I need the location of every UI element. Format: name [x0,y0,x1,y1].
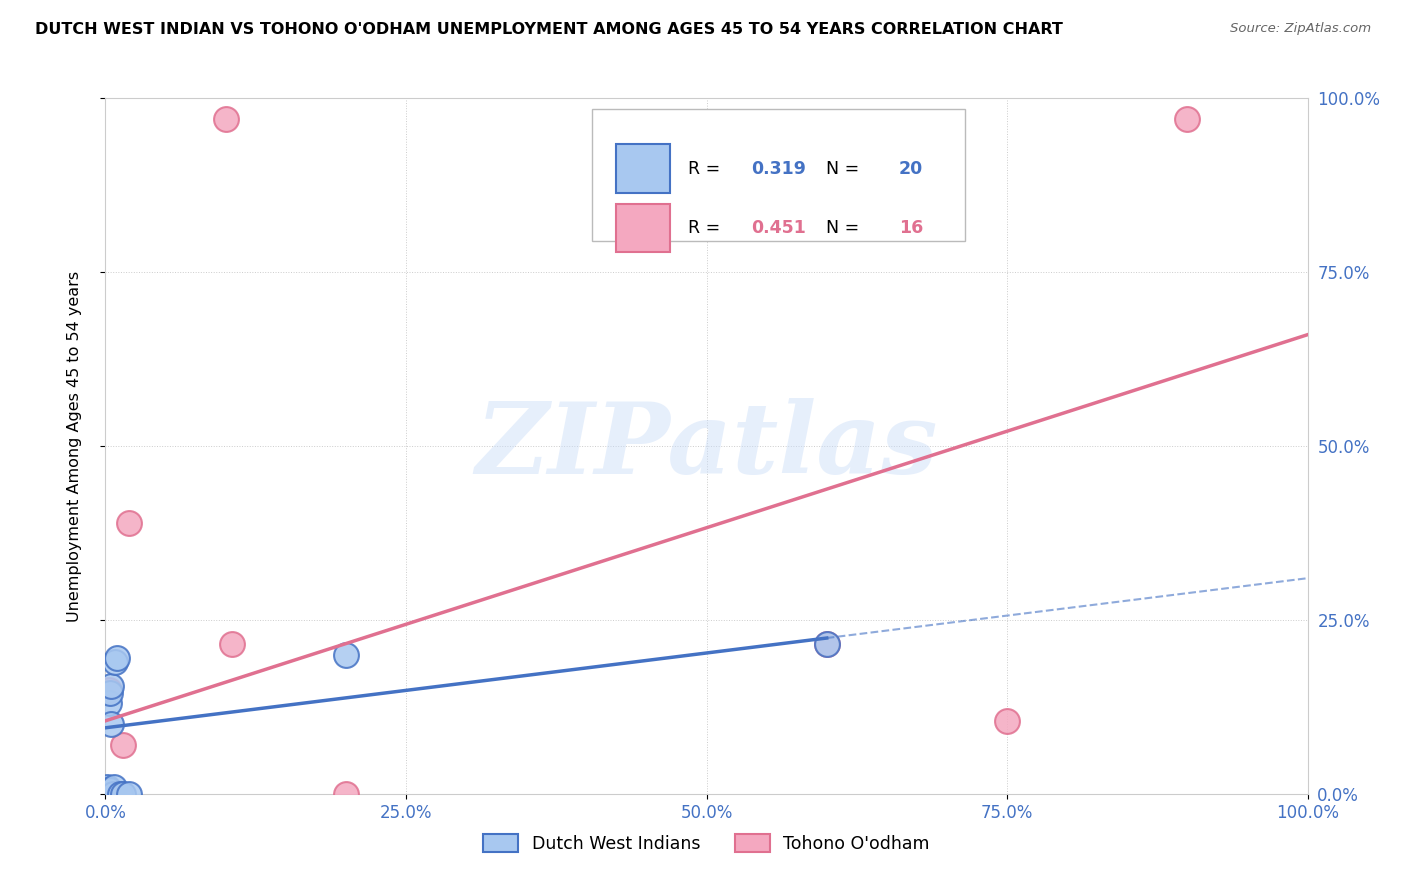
Point [107,651,129,665]
Text: 20: 20 [898,160,924,178]
Text: R =: R = [689,160,727,178]
Text: ZIPatlas: ZIPatlas [475,398,938,494]
Legend: Dutch West Indians, Tohono O'odham: Dutch West Indians, Tohono O'odham [474,826,939,862]
Point [214,112,236,126]
Y-axis label: Unemployment Among Ages 45 to 54 years: Unemployment Among Ages 45 to 54 years [67,270,82,622]
Point [96,780,118,794]
Point [221,637,243,651]
Point [94,785,117,799]
FancyBboxPatch shape [592,109,965,241]
Point [815,637,838,651]
Point [103,780,125,794]
Point [118,787,141,801]
Point [96,787,118,801]
Point [100,679,122,693]
Point [97,787,120,801]
Point [97,783,120,797]
Point [98,686,121,700]
Point [335,787,357,801]
Point [995,714,1018,728]
Point [94,787,117,801]
Point [112,738,135,752]
Text: DUTCH WEST INDIAN VS TOHONO O'ODHAM UNEMPLOYMENT AMONG AGES 45 TO 54 YEARS CORRE: DUTCH WEST INDIAN VS TOHONO O'ODHAM UNEM… [35,22,1063,37]
Point [98,783,121,797]
Point [815,637,838,651]
Point [98,697,121,711]
Point [104,655,127,669]
Point [104,787,127,801]
Point [96,787,118,801]
Point [335,648,357,662]
Point [96,783,118,797]
Point [118,516,141,530]
Point [98,682,121,697]
Text: 16: 16 [898,219,924,237]
Text: N =: N = [814,160,865,178]
Text: 0.451: 0.451 [751,219,806,237]
Point [1175,112,1198,126]
Point [97,787,120,801]
Text: N =: N = [814,219,865,237]
Text: R =: R = [689,219,727,237]
FancyBboxPatch shape [616,203,671,252]
Point [100,717,122,731]
Point [101,787,124,801]
Text: Source: ZipAtlas.com: Source: ZipAtlas.com [1230,22,1371,36]
FancyBboxPatch shape [616,145,671,193]
Point [100,787,122,801]
Text: 0.319: 0.319 [751,160,806,178]
Point [112,787,135,801]
Point [107,787,129,801]
Point [94,786,117,800]
Point [108,787,131,801]
